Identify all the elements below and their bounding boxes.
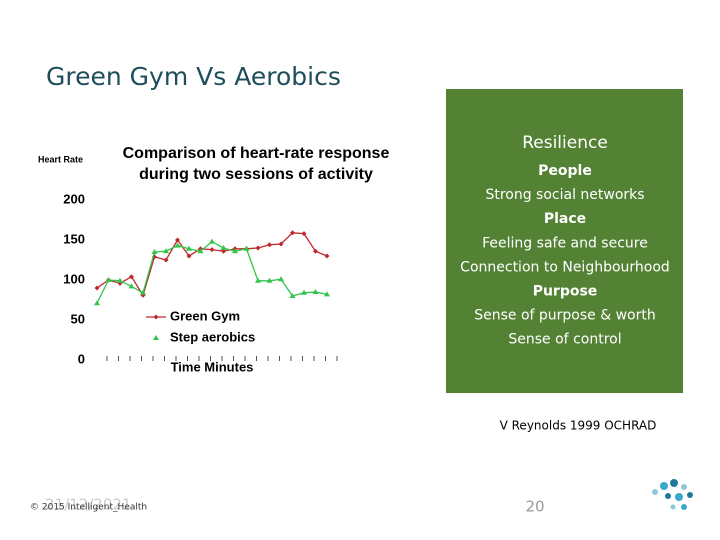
legend-marker — [153, 335, 159, 340]
panel-item: Connection to Neighbourhood — [460, 259, 670, 275]
panel-item: Feeling safe and secure — [482, 235, 648, 251]
panel-item: Purpose — [533, 284, 598, 300]
marker — [278, 276, 284, 282]
page-number: 20 — [525, 498, 544, 516]
copyright: © 2015 Intelligent_Health — [30, 503, 147, 513]
marker — [267, 242, 272, 248]
marker — [105, 277, 112, 282]
slide-title: Green Gym Vs Aerobics — [46, 62, 341, 91]
marker — [197, 248, 204, 254]
marker — [255, 245, 261, 251]
marker — [243, 245, 250, 251]
legend-label: Step aerobics — [170, 329, 255, 344]
panel-item: Strong social networks — [485, 187, 644, 203]
marker — [301, 231, 307, 237]
chart-title: Comparison of heart-rate response — [123, 145, 390, 162]
y-tick-label: 200 — [63, 191, 85, 206]
marker — [313, 248, 318, 254]
y-tick-label: 0 — [78, 351, 85, 366]
panel-item: People — [538, 163, 592, 179]
panel-item: Place — [544, 211, 586, 227]
marker — [117, 277, 123, 283]
marker — [163, 257, 169, 263]
marker — [186, 253, 192, 259]
panel-item: Sense of control — [508, 332, 621, 348]
y-axis-label: Heart Rate — [38, 154, 83, 164]
marker — [290, 230, 295, 236]
marker — [209, 238, 215, 244]
marker — [128, 283, 135, 289]
marker — [175, 237, 180, 243]
marker — [94, 300, 100, 306]
marker — [209, 247, 215, 253]
marker — [129, 274, 134, 280]
panel-heading: Resilience — [522, 133, 608, 153]
marker — [278, 241, 284, 247]
marker — [151, 249, 158, 254]
marker — [301, 289, 307, 295]
marker — [255, 277, 261, 283]
marker — [163, 248, 169, 254]
panel — [446, 89, 683, 393]
legend-marker — [153, 314, 159, 320]
marker — [289, 293, 296, 298]
logo — [652, 479, 693, 510]
marker — [174, 242, 181, 248]
y-tick-label: 100 — [63, 271, 85, 286]
y-tick-label: 150 — [63, 231, 85, 246]
legend-label: Green Gym — [170, 308, 240, 323]
marker — [266, 277, 273, 283]
chart-title: during two sessions of activity — [139, 166, 373, 183]
marker — [140, 289, 146, 295]
marker — [312, 289, 319, 294]
citation: V Reynolds 1999 OCHRAD — [500, 419, 657, 433]
marker — [232, 248, 238, 254]
marker — [220, 245, 227, 250]
marker — [94, 285, 100, 291]
panel-item: Sense of purpose & worth — [474, 308, 656, 324]
x-axis-label: Time Minutes — [171, 359, 254, 374]
marker — [186, 245, 192, 251]
y-tick-label: 50 — [71, 311, 85, 326]
date: 21/12/2021 — [45, 496, 131, 514]
marker — [324, 291, 330, 297]
marker — [324, 253, 330, 259]
